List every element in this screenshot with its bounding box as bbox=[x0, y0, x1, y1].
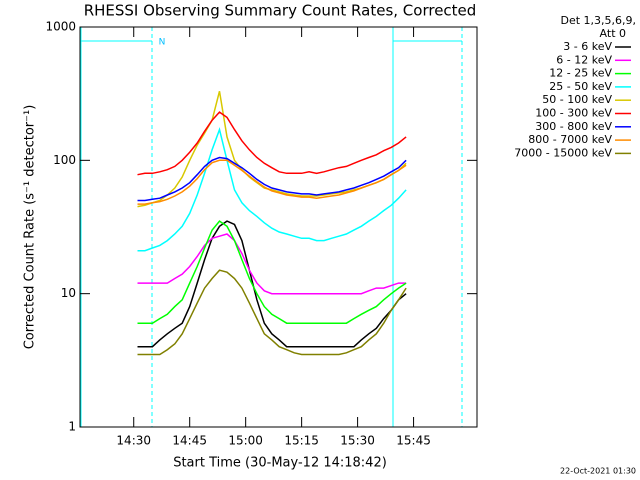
y-tick-label: 1000 bbox=[45, 20, 76, 34]
series-line bbox=[137, 127, 407, 252]
legend-label: 7000 - 15000 keV bbox=[514, 146, 612, 159]
legend-title: Att 0 bbox=[600, 27, 626, 40]
legend-label: 25 - 50 keV bbox=[549, 80, 612, 93]
legend-label: 50 - 100 keV bbox=[542, 93, 612, 106]
legend-label: 100 - 300 keV bbox=[535, 107, 612, 120]
chart-title: RHESSI Observing Summary Count Rates, Co… bbox=[84, 2, 477, 20]
footer: 22-Oct-2021 01:30 bbox=[560, 467, 636, 476]
series-line bbox=[137, 220, 407, 348]
legend-label: 6 - 12 keV bbox=[556, 53, 612, 66]
legend-label: 800 - 7000 keV bbox=[528, 133, 612, 146]
series-line bbox=[137, 156, 407, 202]
legend-label: 12 - 25 keV bbox=[549, 67, 612, 80]
series-line bbox=[137, 220, 407, 324]
y-tick-label: 100 bbox=[53, 153, 76, 167]
series-line bbox=[137, 111, 407, 176]
x-tick-label: 14:30 bbox=[116, 434, 151, 448]
plot-frame bbox=[79, 26, 478, 428]
y-tick-label: 10 bbox=[61, 286, 76, 300]
legend-label: 300 - 800 keV bbox=[535, 120, 612, 133]
series-line bbox=[137, 159, 407, 205]
y-axis-label: Corrected Count Rate (s⁻¹ detector⁻¹) bbox=[23, 105, 38, 350]
y-tick-label: 1 bbox=[68, 420, 76, 434]
x-tick-label: 15:45 bbox=[396, 434, 431, 448]
x-tick-label: 15:00 bbox=[228, 434, 263, 448]
x-axis-label: Start Time (30-May-12 14:18:42) bbox=[173, 456, 387, 471]
series-line bbox=[137, 269, 407, 356]
x-tick-label: 14:45 bbox=[172, 434, 207, 448]
annotation: N bbox=[159, 38, 166, 48]
x-tick-label: 15:30 bbox=[340, 434, 375, 448]
series-line bbox=[137, 233, 407, 295]
legend-label: 3 - 6 keV bbox=[563, 40, 612, 53]
x-tick-label: 15:15 bbox=[284, 434, 319, 448]
legend-title: Det 1,3,5,6,9, bbox=[560, 14, 636, 27]
